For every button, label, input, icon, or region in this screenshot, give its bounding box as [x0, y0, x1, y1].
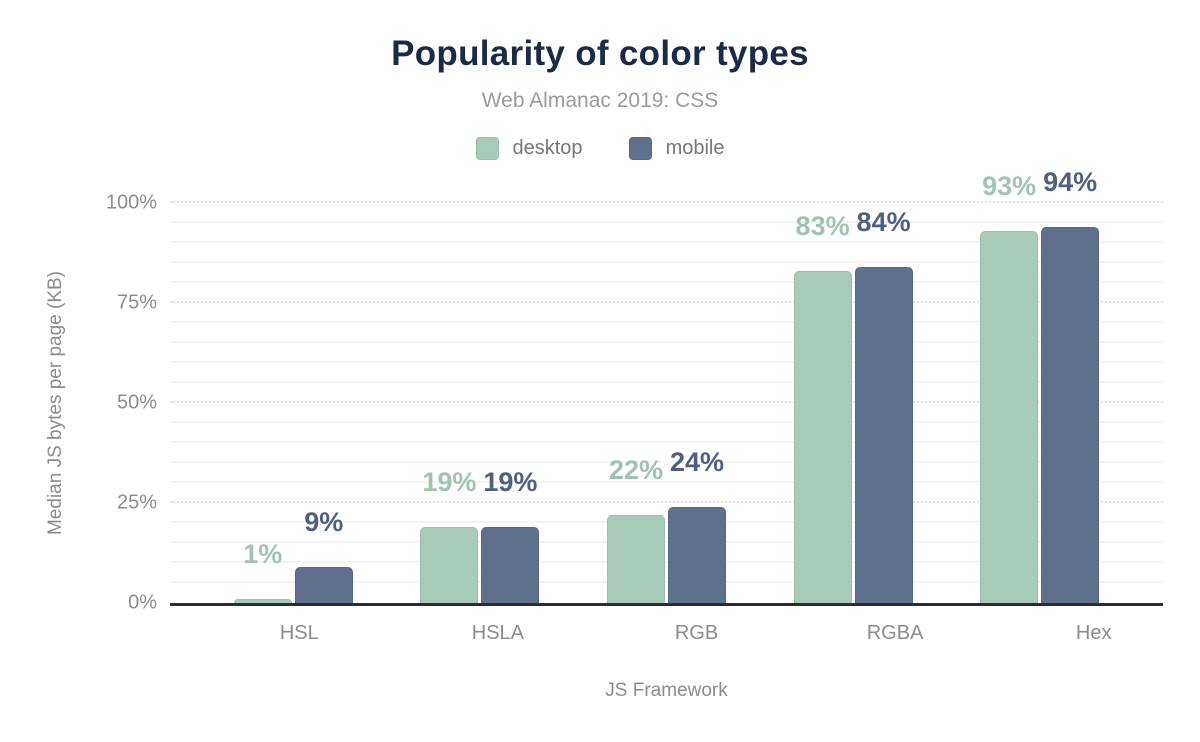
- x-axis-tick-labels: HSL HSLA RGB RGBA Hex: [170, 622, 1200, 645]
- bar-desktop-hsl[interactable]: 1%: [233, 541, 292, 603]
- y-tick-label: 75%: [116, 291, 157, 314]
- gridline-minor: [170, 461, 1163, 463]
- legend: desktop mobile: [0, 137, 1200, 160]
- chart-subtitle: Web Almanac 2019: CSS: [481, 89, 719, 112]
- gridline-major: [170, 401, 1163, 403]
- y-tick-label: 100%: [105, 191, 157, 214]
- bar-value-label-desktop-rgb: 22%: [608, 455, 664, 485]
- bar-mobile-rgba[interactable]: 84%: [854, 209, 913, 603]
- gridline-minor: [170, 261, 1163, 263]
- gridline-minor: [170, 281, 1163, 283]
- gridline-minor: [170, 221, 1163, 223]
- bar-value-label-desktop-hsla: 19%: [422, 467, 477, 497]
- legend-item-mobile[interactable]: mobile: [628, 137, 725, 160]
- gridline-major: [170, 201, 1163, 203]
- gridline-minor: [170, 481, 1163, 483]
- gridline-minor: [170, 561, 1163, 563]
- x-tick-label-hsl: HSL: [279, 622, 319, 644]
- gridline-minor: [170, 521, 1163, 523]
- gridline-minor: [170, 421, 1163, 423]
- x-tick-label-hex: Hex: [1075, 622, 1112, 644]
- bar-group-rgba: 83% 84%: [760, 203, 947, 603]
- mobile-swatch-icon: [628, 137, 652, 160]
- bar-value-label-desktop-hex: 93%: [982, 171, 1037, 201]
- gridline-minor: [170, 381, 1163, 383]
- gridline-minor: [170, 341, 1163, 343]
- bar-desktop-hsla[interactable]: 19%: [420, 469, 479, 603]
- y-axis-title-text: Median JS bytes per page (KB): [45, 270, 66, 536]
- bar-value-label-desktop-hsl: 1%: [243, 539, 283, 569]
- y-tick-label: 0%: [128, 591, 157, 614]
- bar-value-label-mobile-hsla: 19%: [483, 467, 538, 497]
- bar-group-hex: 93% 94%: [946, 169, 1133, 603]
- y-axis-title: Median JS bytes per page (KB): [44, 203, 68, 603]
- gridline-minor: [170, 541, 1163, 543]
- legend-label-desktop: desktop: [512, 137, 583, 159]
- gridline-minor: [170, 441, 1163, 443]
- legend-label-mobile: mobile: [665, 137, 725, 159]
- gridline-minor: [170, 361, 1163, 363]
- bar-mobile-hsl[interactable]: 9%: [294, 509, 353, 603]
- bar-value-label-mobile-hsl: 9%: [304, 507, 344, 537]
- bars-layer: 1% 9% 19% 19% 22% 24% 83% 84% 93% 94%: [170, 169, 1163, 603]
- x-axis-title: JS Framework: [605, 680, 728, 701]
- gridline-major: [170, 301, 1163, 303]
- legend-item-desktop[interactable]: desktop: [475, 137, 583, 160]
- bar-value-label-desktop-rgba: 83%: [795, 211, 850, 241]
- x-tick-label-hsla: HSLA: [471, 622, 525, 644]
- bar-mobile-hex[interactable]: 94%: [1041, 169, 1100, 603]
- x-tick-label-rgb: RGB: [674, 622, 719, 644]
- bar-desktop-rgba[interactable]: 83%: [793, 213, 852, 603]
- bar-group-hsl: 1% 9%: [200, 203, 387, 603]
- bar-value-label-mobile-hex: 94%: [1043, 167, 1098, 197]
- bar-value-label-mobile-rgb: 24%: [669, 447, 725, 477]
- bar-mobile-hsla[interactable]: 19%: [481, 469, 540, 603]
- bar-desktop-hex[interactable]: 93%: [980, 173, 1039, 603]
- gridline-minor: [170, 241, 1163, 243]
- bar-value-label-mobile-rgba: 84%: [856, 207, 911, 237]
- bar-group-rgb: 22% 24%: [573, 203, 760, 603]
- desktop-swatch-icon: [475, 137, 499, 160]
- gridline-minor: [170, 581, 1163, 583]
- gridline-minor: [170, 321, 1163, 323]
- gridline-major: [170, 501, 1163, 503]
- y-tick-label: 50%: [116, 391, 157, 414]
- plot-area: 0% 25% 50% 75% 100% 1% 9% 19% 19% 22% 24% 83% 84% 93%…: [106, 169, 1163, 614]
- bar-desktop-rgb[interactable]: 22%: [606, 457, 665, 603]
- y-tick-label: 25%: [116, 491, 157, 514]
- bar-group-hsla: 19% 19%: [387, 203, 574, 603]
- bar-mobile-rgb[interactable]: 24%: [667, 449, 726, 603]
- chart-title: Popularity of color types: [391, 34, 809, 73]
- x-tick-label-rgba: RGBA: [866, 622, 924, 644]
